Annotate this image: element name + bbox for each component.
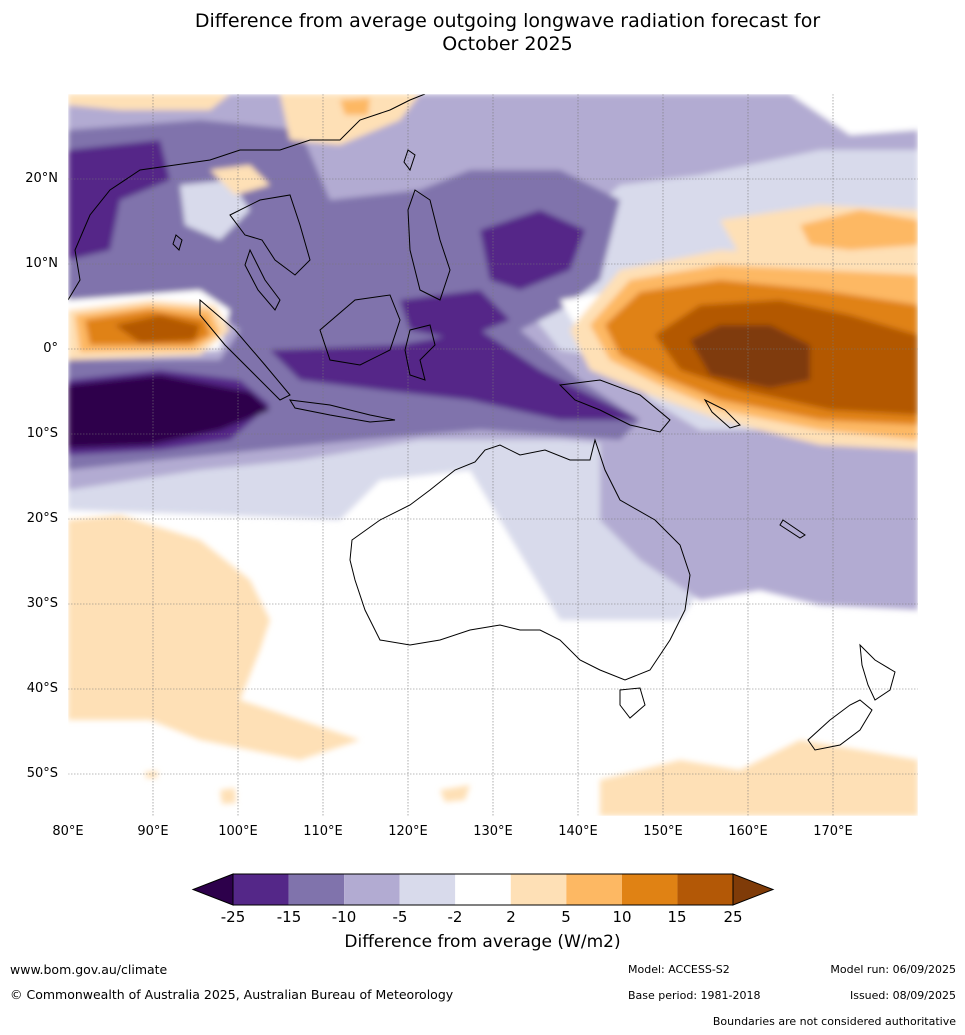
lon-label-130e: 130°E xyxy=(473,824,513,839)
colorbar-swatch xyxy=(510,874,567,905)
lat-label-10s: 10°S xyxy=(26,426,58,441)
philippines-coast xyxy=(407,189,451,301)
disclaimer-text: Boundaries are not considered authoritat… xyxy=(712,1015,956,1028)
lon-label-120e: 120°E xyxy=(388,824,428,839)
asia-coast xyxy=(68,94,426,301)
colorbar-swatch xyxy=(399,874,456,905)
new-zealand-south xyxy=(807,699,873,751)
model-text: Model: ACCESS-S2 xyxy=(628,963,730,976)
website-link[interactable]: www.bom.gov.au/climate xyxy=(10,962,168,977)
lon-label-110e: 110°E xyxy=(303,824,343,839)
lon-label-80e: 80°E xyxy=(52,824,84,839)
sri-lanka-coast xyxy=(172,234,183,251)
sulawesi-coast xyxy=(404,324,436,381)
new-zealand-north xyxy=(859,643,896,701)
lon-label-90e: 90°E xyxy=(137,824,169,839)
base-period-text: Base period: 1981-2018 xyxy=(628,989,761,1002)
australia-coast xyxy=(349,438,691,681)
lon-label-140e: 140°E xyxy=(558,824,598,839)
colorbar-extend-low xyxy=(191,873,234,906)
tasmania-coast xyxy=(619,687,646,719)
lat-label-20s: 20°S xyxy=(26,511,58,526)
issued-text: Issued: 08/09/2025 xyxy=(849,989,956,1002)
colorbar-tick: -5 xyxy=(392,908,408,926)
coastlines xyxy=(68,94,896,751)
lat-label-40s: 40°S xyxy=(26,681,58,696)
colorbar-tick: 10 xyxy=(612,908,632,926)
colorbar-swatch xyxy=(233,874,289,905)
colorbar-swatch xyxy=(288,874,345,905)
lat-label-10n: 10°N xyxy=(25,256,58,271)
java-coast xyxy=(289,399,396,423)
anomaly-field xyxy=(68,94,918,816)
colorbar-tick: -10 xyxy=(331,908,357,926)
model-run-text: Model run: 06/09/2025 xyxy=(830,963,956,976)
colorbar-tick: -15 xyxy=(276,908,302,926)
title-line-1: Difference from average outgoing longwav… xyxy=(194,10,821,32)
colorbar-tick: 5 xyxy=(561,908,571,926)
colorbar-swatch xyxy=(344,874,400,905)
borneo-coast xyxy=(319,294,401,366)
title-line-2: October 2025 xyxy=(442,33,573,55)
lat-label-50s: 50°S xyxy=(26,766,58,781)
colorbar-tick: 25 xyxy=(723,908,743,926)
lon-label-150e: 150°E xyxy=(643,824,683,839)
colorbar-tick: -2 xyxy=(447,908,463,926)
colorbar xyxy=(191,873,775,906)
taiwan-coast xyxy=(403,149,416,172)
colorbar-outline xyxy=(232,873,734,906)
lat-label-0: 0° xyxy=(43,341,58,356)
colorbar-swatch xyxy=(621,874,678,905)
lat-label-20n: 20°N xyxy=(25,171,58,186)
colorbar-label: Difference from average (W/m2) xyxy=(344,932,621,952)
colorbar-tick: 15 xyxy=(667,908,687,926)
map-title: Difference from average outgoing longwav… xyxy=(0,10,965,56)
new-guinea-coast xyxy=(558,379,671,433)
colorbar-tick: 2 xyxy=(506,908,516,926)
colorbar-swatch xyxy=(455,874,511,905)
lon-label-160e: 160°E xyxy=(728,824,768,839)
colorbar-swatch xyxy=(566,874,622,905)
colorbar-tick: -25 xyxy=(220,908,246,926)
lon-label-100e: 100°E xyxy=(218,824,258,839)
solomon-islands xyxy=(703,398,741,429)
colorbar-extend-high xyxy=(732,873,775,906)
indochina-coast xyxy=(229,194,311,276)
copyright-text: © Commonwealth of Australia 2025, Austra… xyxy=(10,987,454,1002)
sumatra-coast xyxy=(199,298,291,401)
lon-label-170e: 170°E xyxy=(813,824,853,839)
new-caledonia xyxy=(779,519,806,539)
colorbar-swatch xyxy=(677,874,733,905)
malay-peninsula xyxy=(244,248,281,311)
lat-label-30s: 30°S xyxy=(26,596,58,611)
